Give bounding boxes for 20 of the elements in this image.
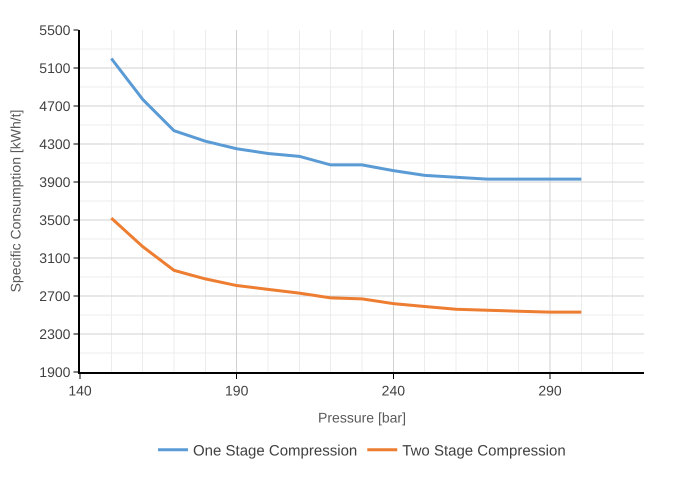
legend-label: One Stage Compression [193, 442, 358, 460]
x-tick-label: 190 [224, 382, 249, 399]
y-tick-label: 5100 [39, 60, 71, 76]
y-axis-title: Specific Consumption [kWh/t] [7, 110, 24, 292]
y-tick-label: 4300 [39, 136, 71, 152]
x-tick-label: 290 [538, 382, 562, 399]
legend-label: Two Stage Compression [402, 442, 566, 460]
y-tick-label: 4700 [39, 98, 71, 114]
y-tick-label: 2300 [39, 326, 71, 342]
line-series [110, 57, 583, 181]
line-series [110, 216, 583, 314]
y-tick-label: 2700 [39, 288, 71, 304]
y-tick-label: 3900 [39, 174, 71, 190]
y-tick-label: 1900 [39, 364, 71, 380]
x-tick-label: 240 [382, 382, 406, 399]
x-axis-title: Pressure [bar] [318, 409, 406, 426]
x-tick-label: 140 [68, 382, 92, 399]
y-tick-label: 3100 [39, 250, 71, 266]
y-tick-label: 5500 [39, 22, 71, 38]
y-tick-label: 3500 [39, 212, 71, 228]
